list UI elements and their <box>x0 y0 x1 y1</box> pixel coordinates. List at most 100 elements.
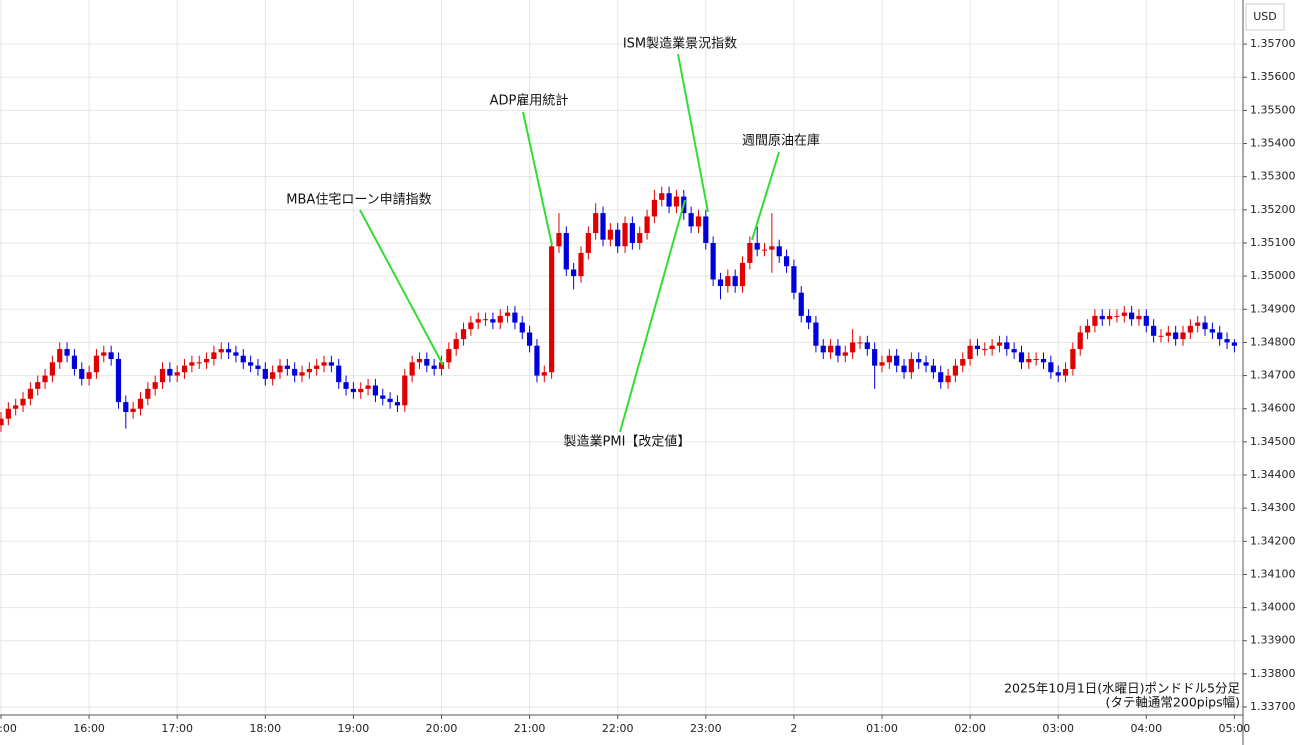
candle-body <box>13 405 19 409</box>
candle-body <box>86 372 92 379</box>
y-tick-label: 1.35200 <box>1250 203 1296 216</box>
candle-body <box>1158 335 1164 337</box>
candle-body <box>270 372 276 379</box>
candle-body <box>460 329 467 340</box>
candle-body <box>857 342 863 344</box>
y-tick-label: 1.34200 <box>1250 534 1296 547</box>
candle-body <box>306 368 312 373</box>
x-tick-label: 15:00 <box>0 722 17 735</box>
candle-body <box>394 402 401 406</box>
candle-body <box>938 372 944 383</box>
candle-body <box>703 216 709 243</box>
x-tick-label: 01:00 <box>866 722 898 735</box>
candle-body <box>504 312 511 316</box>
candle-body <box>409 362 415 376</box>
y-tick-label: 1.33800 <box>1250 667 1296 680</box>
candle-body <box>607 229 613 240</box>
y-tick-label: 1.35500 <box>1250 103 1296 116</box>
candle-body <box>974 345 981 350</box>
candle-body <box>1143 315 1149 326</box>
candle-body <box>1040 358 1047 363</box>
candle-body <box>1187 325 1193 333</box>
x-tick-label: 2 <box>790 722 797 735</box>
candle-body <box>761 249 768 251</box>
candle-body <box>798 292 804 316</box>
candle-body <box>497 315 503 323</box>
candle-body <box>1099 315 1105 320</box>
candle-body <box>255 365 261 369</box>
candle-body <box>637 233 643 243</box>
candle-body <box>710 242 716 280</box>
x-tick-label: 19:00 <box>338 722 370 735</box>
x-tick-label: 21:00 <box>514 722 546 735</box>
candle-body <box>453 339 459 350</box>
candle-body <box>240 355 246 363</box>
candle-body <box>563 233 569 270</box>
annotation-line <box>619 199 686 433</box>
candle-body <box>424 358 430 366</box>
candle-body <box>5 408 11 419</box>
candle-body <box>490 319 496 323</box>
candle-body <box>328 362 334 366</box>
y-tick-label: 1.35000 <box>1250 269 1296 282</box>
candle-body <box>960 358 966 366</box>
candle-body <box>1084 325 1091 333</box>
candle-body <box>343 382 349 389</box>
candle-body <box>365 385 371 389</box>
candle-body <box>196 362 202 364</box>
candle-body <box>225 349 232 353</box>
candle-body <box>519 322 525 333</box>
candle-body <box>1092 315 1098 326</box>
candle-body <box>732 276 738 287</box>
candle-body <box>49 362 55 376</box>
candle-body <box>769 246 775 250</box>
candle-body <box>108 352 114 359</box>
candle-body <box>747 242 753 263</box>
x-tick-label: 22:00 <box>602 722 634 735</box>
annotation-line <box>751 151 780 241</box>
candle-body <box>233 352 239 356</box>
candle-body <box>27 388 33 399</box>
candle-body <box>600 213 606 240</box>
candle-body <box>850 342 856 353</box>
candle-body <box>908 358 914 373</box>
y-tick-label: 1.34800 <box>1250 335 1296 348</box>
candle-body <box>1106 315 1113 320</box>
candle-body <box>1033 358 1039 360</box>
candle-body <box>475 319 481 323</box>
candle-body <box>1129 312 1135 320</box>
candles <box>0 186 1237 432</box>
candle-body <box>534 345 540 376</box>
y-tick-label: 1.34900 <box>1250 302 1296 315</box>
annotations: MBA住宅ローン申請指数 ADP雇用統計 ISM製造業景況指数週間原油在庫製造業PM… <box>286 36 820 450</box>
candle-body <box>835 345 841 356</box>
annotation-label: 製造業PMI【改定値】 <box>564 434 691 450</box>
candle-body <box>358 388 364 393</box>
candle-body <box>739 262 746 287</box>
candle-body <box>372 385 379 396</box>
candle-body <box>292 368 298 376</box>
candle-body <box>813 322 819 346</box>
grid <box>0 0 1243 715</box>
candle-body <box>695 216 702 227</box>
candle-body <box>137 398 144 409</box>
candle-body <box>541 372 547 376</box>
candle-body <box>585 233 591 253</box>
candle-body <box>578 252 584 277</box>
candle-body <box>79 368 85 379</box>
candle-body <box>549 246 555 373</box>
candle-body <box>1070 349 1076 369</box>
annotation-label: MBA住宅ローン申請指数 <box>286 193 431 208</box>
unit-label: USD <box>1253 10 1277 23</box>
candle-body <box>416 358 423 363</box>
candle-body <box>666 193 672 207</box>
candle-body <box>872 349 878 366</box>
candle-body <box>1026 358 1032 363</box>
candle-body <box>0 418 4 426</box>
candle-body <box>1077 332 1083 350</box>
annotation-line <box>359 209 444 366</box>
candle-body <box>1231 342 1237 346</box>
annotation-line <box>522 111 553 246</box>
candle-body <box>791 266 797 293</box>
candle-body <box>945 375 951 383</box>
